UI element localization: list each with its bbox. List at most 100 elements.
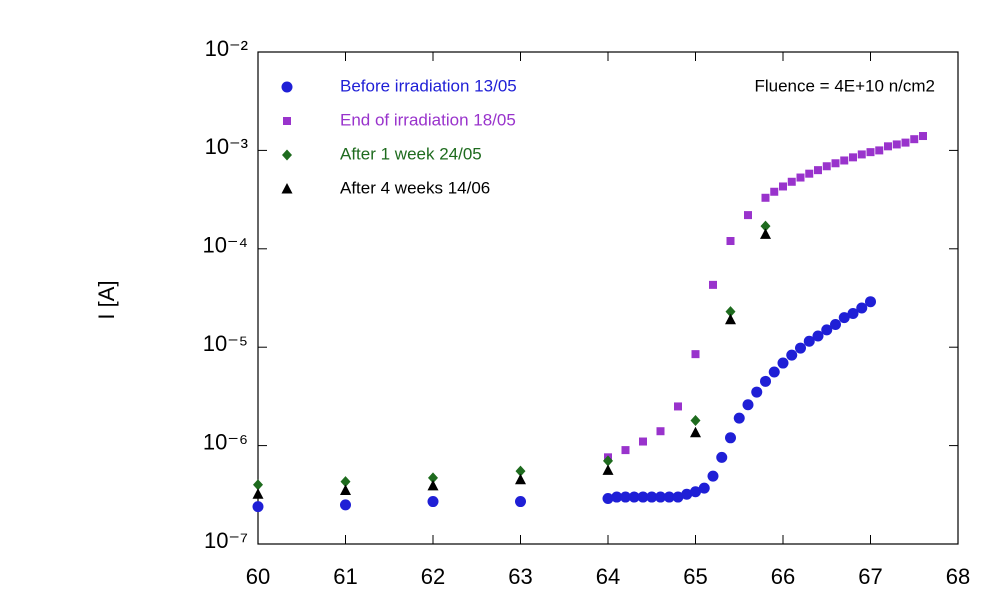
- point: [814, 166, 822, 175]
- x-tick-label: 68: [946, 564, 970, 589]
- point: [770, 187, 779, 196]
- point: [761, 193, 770, 202]
- point: [866, 148, 875, 157]
- point: [742, 399, 754, 411]
- x-tick-label: 67: [858, 564, 882, 589]
- point: [831, 159, 840, 168]
- x-tick-label: 62: [421, 564, 445, 589]
- point: [910, 135, 919, 144]
- y-tick-label: 10⁻⁷: [204, 528, 248, 553]
- point: [803, 335, 815, 347]
- point: [821, 324, 833, 336]
- point: [253, 479, 263, 491]
- point: [726, 237, 735, 246]
- legend-label: After 1 week 24/05: [340, 144, 482, 163]
- point: [672, 491, 684, 503]
- point: [849, 153, 857, 162]
- point: [812, 330, 824, 342]
- point: [515, 473, 526, 485]
- point: [838, 312, 850, 324]
- point: [690, 486, 701, 498]
- point: [892, 140, 901, 149]
- point: [427, 479, 439, 491]
- point: [725, 313, 736, 325]
- point: [340, 476, 351, 488]
- point: [646, 491, 658, 503]
- x-tick-label: 64: [596, 564, 620, 589]
- x-tick-label: 61: [333, 564, 357, 589]
- point: [655, 491, 666, 503]
- point: [856, 302, 868, 314]
- x-tick-label: 65: [683, 564, 707, 589]
- y-axis-label: I [A]: [94, 280, 119, 319]
- point: [603, 455, 613, 467]
- point: [875, 146, 884, 155]
- y-tick-label: 10⁻⁶: [203, 429, 248, 454]
- point: [690, 426, 701, 438]
- point: [515, 465, 526, 477]
- point: [602, 464, 614, 475]
- point: [602, 493, 614, 505]
- point: [768, 366, 780, 378]
- point: [639, 437, 647, 446]
- point: [340, 484, 351, 495]
- point: [787, 177, 796, 186]
- point: [252, 488, 264, 499]
- point: [628, 491, 640, 503]
- point: [901, 138, 910, 147]
- annotation: Fluence = 4E+10 n/cm2: [754, 76, 935, 95]
- point: [733, 412, 745, 424]
- legend-label: Before irradiation 13/05: [340, 76, 517, 95]
- point: [744, 211, 752, 220]
- point: [707, 470, 719, 482]
- point: [779, 182, 787, 191]
- point: [428, 472, 438, 484]
- point: [515, 496, 526, 508]
- point: [760, 375, 771, 387]
- point: [795, 342, 806, 354]
- point: [786, 349, 798, 361]
- point: [427, 496, 439, 508]
- x-tick-label: 66: [771, 564, 795, 589]
- legend-marker: [282, 149, 292, 161]
- y-tick-label: 10⁻⁴: [202, 233, 248, 258]
- point: [698, 482, 710, 494]
- x-tick-label: 60: [246, 564, 270, 589]
- legend-label: End of irradiation 18/05: [340, 110, 516, 129]
- y-tick-label: 10⁻³: [205, 134, 248, 159]
- point: [620, 491, 631, 503]
- legend-marker: [283, 117, 291, 125]
- point: [674, 402, 682, 411]
- point: [725, 306, 736, 318]
- point: [840, 156, 849, 165]
- point: [760, 220, 771, 232]
- x-tick-label: 63: [508, 564, 532, 589]
- point: [691, 350, 700, 359]
- point: [663, 491, 675, 503]
- point: [681, 488, 693, 500]
- point: [611, 491, 623, 503]
- point: [847, 308, 859, 320]
- point: [857, 150, 866, 159]
- point: [865, 296, 876, 308]
- point: [822, 162, 831, 171]
- point: [777, 357, 789, 369]
- point: [716, 451, 728, 463]
- point: [884, 142, 892, 151]
- point: [760, 228, 771, 239]
- legend-label: After 4 weeks 14/06: [340, 178, 490, 197]
- point: [621, 446, 630, 455]
- legend-marker: [281, 183, 293, 194]
- point: [340, 499, 351, 511]
- point: [709, 280, 717, 289]
- point: [252, 501, 264, 513]
- y-tick-label: 10⁻⁵: [203, 331, 248, 356]
- point: [637, 491, 649, 503]
- point: [830, 319, 841, 331]
- point: [690, 414, 701, 426]
- point: [805, 169, 814, 178]
- point: [796, 173, 805, 182]
- y-tick-label: 10⁻²: [205, 36, 248, 61]
- point: [656, 427, 665, 436]
